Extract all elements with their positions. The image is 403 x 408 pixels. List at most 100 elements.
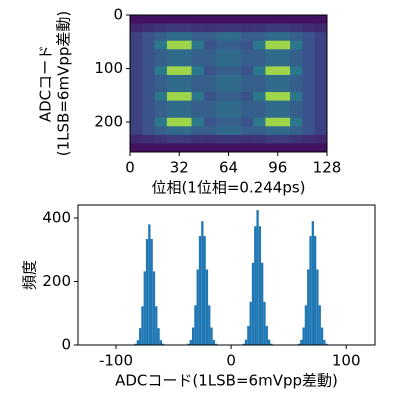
- heatmap-cell: [191, 92, 205, 102]
- heatmap-cell: [290, 66, 303, 76]
- heatmap-cell: [228, 57, 242, 67]
- heatmap-cell: [302, 100, 316, 110]
- histogram-bar: [258, 226, 262, 345]
- heatmap-cell: [277, 15, 291, 25]
- histogram-bar: [212, 339, 215, 345]
- heatmap-cell: [179, 134, 193, 144]
- heatmap-cell: [314, 83, 328, 93]
- heatmap-cell: [240, 143, 254, 153]
- heatmap-cell: [216, 134, 229, 144]
- heatmap-cell: [302, 66, 316, 76]
- heatmap-cell: [253, 109, 266, 119]
- histogram-bar: [139, 328, 142, 345]
- heatmap-cell: [290, 126, 303, 136]
- heatmap-cell: [179, 23, 193, 33]
- heatmap-cell: [228, 66, 242, 76]
- histogram-bar: [300, 339, 303, 345]
- heatmap-cell: [253, 134, 266, 144]
- heatmap-cell: [142, 15, 156, 25]
- heatmap-cell: [179, 32, 193, 42]
- heatmap-cell: [130, 92, 143, 102]
- histogram-bar: [155, 306, 158, 345]
- heatmap-cell: [130, 117, 143, 127]
- heatmap-cell: [216, 15, 229, 25]
- heatmap-cell: [130, 143, 143, 153]
- heatmap-cell: [228, 143, 242, 153]
- heatmap-cell: [142, 109, 156, 119]
- heatmap-cell: [191, 143, 205, 153]
- histogram-chart: -100 0 100 0 200 400 ADCコード(1LSB=6mVpp差動) 頻度: [21, 204, 376, 390]
- heatmap-cell: [228, 109, 242, 119]
- histogram-bar: [249, 301, 252, 345]
- histogram-bar: [307, 269, 310, 345]
- heatmap-cell: [240, 66, 254, 76]
- histogram-bar: [150, 238, 153, 345]
- histogram-bar: [247, 325, 250, 345]
- heatmap-cell: [265, 15, 279, 25]
- heatmap-cell: [265, 134, 279, 144]
- x-tick-label: 128: [313, 159, 342, 177]
- y-tick-label: 0: [113, 6, 123, 24]
- x-tick-label: 100: [332, 352, 361, 370]
- heatmap-cell: [166, 126, 180, 136]
- heatmap-cell: [290, 23, 303, 33]
- histogram-bar: [141, 306, 144, 345]
- heatmap-cell: [277, 117, 291, 127]
- heatmap-cell: [216, 49, 229, 59]
- heatmap-cell: [154, 32, 168, 42]
- heatmap-cell: [216, 40, 229, 50]
- heatmap-cell: [216, 109, 229, 119]
- heatmap-cell: [314, 49, 328, 59]
- x-axis-label: 位相(1位相=0.244ps): [151, 179, 305, 197]
- heatmap-cell: [154, 92, 168, 102]
- heatmap-cell: [203, 126, 217, 136]
- heatmap-cell: [240, 109, 254, 119]
- heatmap-cell: [179, 15, 193, 25]
- heatmap-cell: [130, 57, 143, 67]
- y-tick-label: 400: [42, 209, 71, 227]
- heatmap-cell: [314, 143, 328, 153]
- heatmap-cell: [277, 134, 291, 144]
- heatmap-cell: [216, 66, 229, 76]
- heatmap-cell: [166, 92, 180, 102]
- heatmap-cell: [265, 117, 279, 127]
- heatmap-cell: [253, 32, 266, 42]
- heatmap-cell: [277, 49, 291, 59]
- heatmap-cell: [228, 83, 242, 93]
- histogram-bar: [318, 305, 321, 345]
- heatmap-cell: [253, 57, 266, 67]
- histogram-bar: [136, 340, 140, 345]
- heatmap-cell: [216, 143, 229, 153]
- histogram-bar: [191, 327, 195, 345]
- heatmap-cell: [240, 100, 254, 110]
- y-tick-label: 0: [61, 336, 71, 354]
- heatmap-cell: [277, 40, 291, 50]
- heatmap-cell: [265, 109, 279, 119]
- histogram-bar: [194, 305, 197, 345]
- heatmap-cell: [191, 57, 205, 67]
- heatmap-cell: [265, 83, 279, 93]
- histogram-bar: [316, 269, 319, 345]
- heatmap-cell: [228, 23, 242, 33]
- histogram-bar: [148, 224, 151, 345]
- heatmap-cell: [290, 100, 303, 110]
- heatmap-cell: [166, 134, 180, 144]
- heatmap-cell: [154, 15, 168, 25]
- heatmap-cell: [314, 117, 328, 127]
- histogram-bar: [196, 269, 199, 345]
- heatmap-cell: [228, 117, 242, 127]
- histogram-bar: [254, 226, 257, 345]
- heatmap-cell: [154, 117, 168, 127]
- heatmap-cell: [265, 32, 279, 42]
- histogram-bar: [152, 271, 156, 345]
- heatmap-cell: [228, 15, 242, 25]
- histogram-bar: [309, 236, 312, 345]
- histogram-bar: [302, 327, 305, 345]
- heatmap-cell: [314, 32, 328, 42]
- heatmap-cell: [240, 92, 254, 102]
- heatmap-cell: [130, 23, 143, 33]
- histogram-bar: [304, 305, 308, 345]
- y-axis-label: 頻度: [21, 260, 39, 290]
- histogram-bar: [134, 343, 137, 345]
- x-tick-label: 32: [170, 159, 189, 177]
